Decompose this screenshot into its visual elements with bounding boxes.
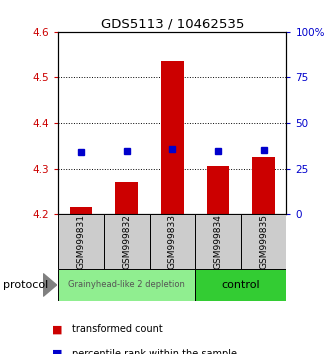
- Title: GDS5113 / 10462535: GDS5113 / 10462535: [101, 18, 244, 31]
- Text: transformed count: transformed count: [72, 324, 163, 334]
- Text: GSM999831: GSM999831: [77, 214, 86, 269]
- Bar: [252, 157, 275, 214]
- Bar: [115, 182, 138, 214]
- FancyBboxPatch shape: [241, 214, 286, 269]
- FancyBboxPatch shape: [195, 269, 286, 301]
- Text: GSM999834: GSM999834: [213, 214, 222, 269]
- Bar: [161, 62, 184, 214]
- Text: control: control: [221, 280, 260, 290]
- Polygon shape: [43, 274, 57, 296]
- Text: Grainyhead-like 2 depletion: Grainyhead-like 2 depletion: [68, 280, 185, 290]
- Text: GSM999832: GSM999832: [122, 214, 131, 269]
- Text: ■: ■: [52, 349, 62, 354]
- Bar: [70, 207, 93, 214]
- FancyBboxPatch shape: [58, 269, 195, 301]
- Text: GSM999833: GSM999833: [168, 214, 177, 269]
- FancyBboxPatch shape: [195, 214, 241, 269]
- Text: protocol: protocol: [3, 280, 49, 290]
- Text: GSM999835: GSM999835: [259, 214, 268, 269]
- FancyBboxPatch shape: [104, 214, 150, 269]
- FancyBboxPatch shape: [58, 214, 104, 269]
- Text: percentile rank within the sample: percentile rank within the sample: [72, 349, 236, 354]
- Text: ■: ■: [52, 324, 62, 334]
- Bar: [206, 166, 229, 214]
- FancyBboxPatch shape: [150, 214, 195, 269]
